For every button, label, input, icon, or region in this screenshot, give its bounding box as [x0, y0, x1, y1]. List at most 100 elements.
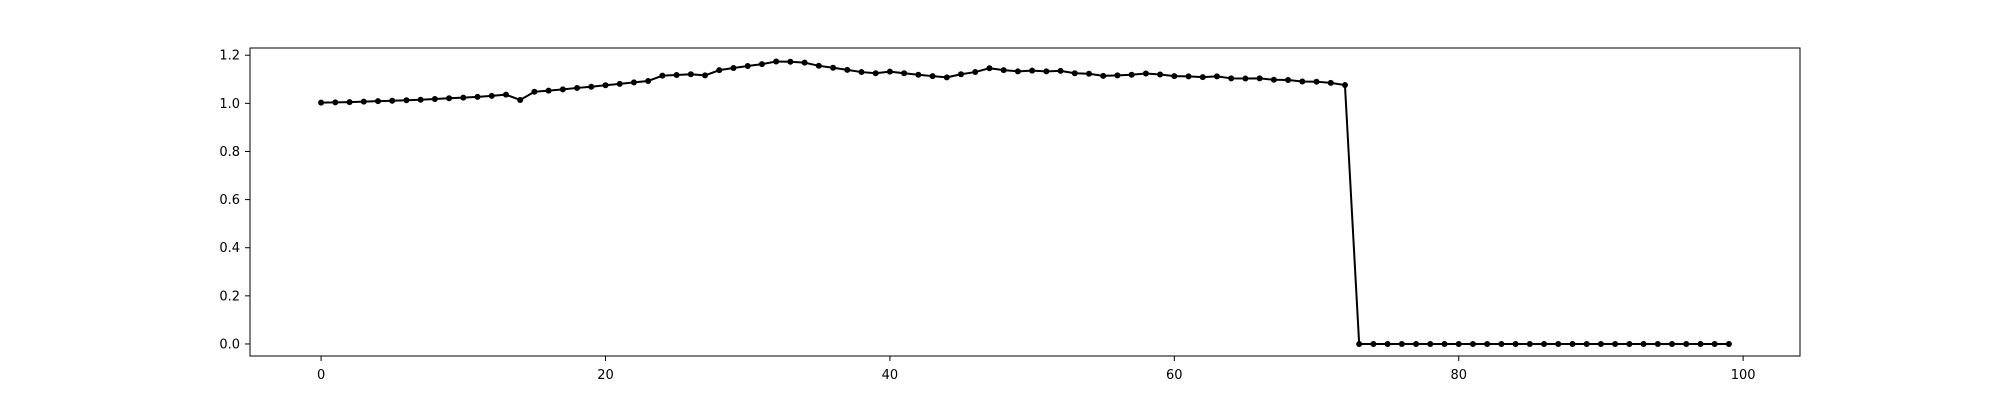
data-point: [1398, 340, 1405, 347]
data-point: [943, 74, 950, 81]
data-point: [488, 92, 495, 99]
data-point: [460, 94, 467, 101]
data-point: [1270, 76, 1277, 83]
data-point: [687, 71, 694, 78]
data-point: [1683, 340, 1690, 347]
x-tick-label: 80: [1450, 368, 1467, 383]
data-point: [1697, 340, 1704, 347]
data-point: [1256, 75, 1263, 82]
data-point: [431, 96, 438, 103]
data-point: [1142, 70, 1149, 77]
data-point: [1640, 340, 1647, 347]
data-point: [474, 93, 481, 100]
x-tick-label: 60: [1166, 368, 1183, 383]
x-tick-label: 20: [597, 368, 614, 383]
data-point: [1526, 340, 1533, 347]
data-point: [1498, 340, 1505, 347]
data-point: [1299, 78, 1306, 85]
data-point: [1242, 75, 1249, 82]
data-point: [844, 66, 851, 73]
data-point: [346, 99, 353, 106]
data-point: [1014, 68, 1021, 75]
data-point: [1370, 340, 1377, 347]
data-point: [1427, 340, 1434, 347]
data-point: [1654, 340, 1661, 347]
data-point: [574, 84, 581, 91]
data-point: [1171, 73, 1178, 80]
data-point: [730, 64, 737, 71]
data-point: [1555, 340, 1562, 347]
data-point: [403, 97, 410, 104]
y-tick-label: 1.2: [219, 49, 240, 64]
data-point: [815, 62, 822, 69]
data-point: [360, 98, 367, 105]
data-point: [1356, 340, 1363, 347]
data-point: [318, 99, 325, 106]
plot-area: [250, 48, 1800, 356]
data-point: [1313, 78, 1320, 85]
data-point: [958, 71, 965, 78]
data-point: [602, 82, 609, 89]
plot-frame: [249, 47, 1801, 357]
y-tick-label: 0.8: [219, 145, 240, 160]
y-tick-label: 0.2: [219, 289, 240, 304]
data-point: [374, 98, 381, 105]
data-point: [744, 63, 751, 70]
axis-ticks: 0 20 40 60 80 100 0.0 0.2 0.4 0.6 0.8 1.0 1.2: [219, 49, 1755, 383]
data-point: [1612, 340, 1619, 347]
x-tick-label: 0: [317, 368, 325, 383]
data-point: [872, 70, 879, 77]
data-point: [1114, 72, 1121, 79]
y-tick-label: 0.0: [219, 337, 240, 352]
data-point: [1725, 340, 1732, 347]
data-point: [1469, 340, 1476, 347]
data-point: [901, 70, 908, 77]
data-point: [1669, 340, 1676, 347]
data-point: [332, 99, 339, 106]
y-tick-label: 0.4: [219, 241, 240, 256]
data-point: [929, 73, 936, 80]
data-point: [1413, 340, 1420, 347]
data-point: [389, 97, 396, 104]
data-point: [787, 58, 794, 65]
data-point: [1085, 70, 1092, 77]
data-point: [702, 72, 709, 79]
data-point: [1626, 340, 1633, 347]
data-point: [417, 96, 424, 103]
data-point: [1185, 73, 1192, 80]
data-point: [1228, 75, 1235, 82]
data-point: [1484, 340, 1491, 347]
x-tick-label: 100: [1731, 368, 1756, 383]
data-point: [773, 58, 780, 65]
data-point: [1128, 71, 1135, 78]
series-layer: [318, 58, 1732, 347]
data-point: [972, 69, 979, 76]
data-point: [1071, 70, 1078, 77]
data-point: [1441, 340, 1448, 347]
data-point: [1000, 67, 1007, 74]
data-point: [517, 96, 524, 103]
data-point: [1057, 67, 1064, 74]
data-point: [915, 71, 922, 78]
data-point: [1341, 82, 1348, 89]
y-tick-label: 0.6: [219, 193, 240, 208]
data-point: [1597, 340, 1604, 347]
data-point: [1199, 74, 1206, 81]
data-point: [1213, 73, 1220, 80]
data-point: [1384, 340, 1391, 347]
data-point: [1569, 340, 1576, 347]
data-point: [1157, 71, 1164, 78]
data-point: [659, 72, 666, 79]
data-point: [673, 71, 680, 78]
data-point: [1100, 72, 1107, 79]
data-point: [531, 88, 538, 95]
data-point: [545, 87, 552, 94]
data-point: [1512, 340, 1519, 347]
data-point: [1029, 67, 1036, 74]
data-point: [1583, 340, 1590, 347]
data-point: [886, 68, 893, 75]
data-point: [645, 77, 652, 84]
y-tick-label: 1.0: [219, 97, 240, 112]
